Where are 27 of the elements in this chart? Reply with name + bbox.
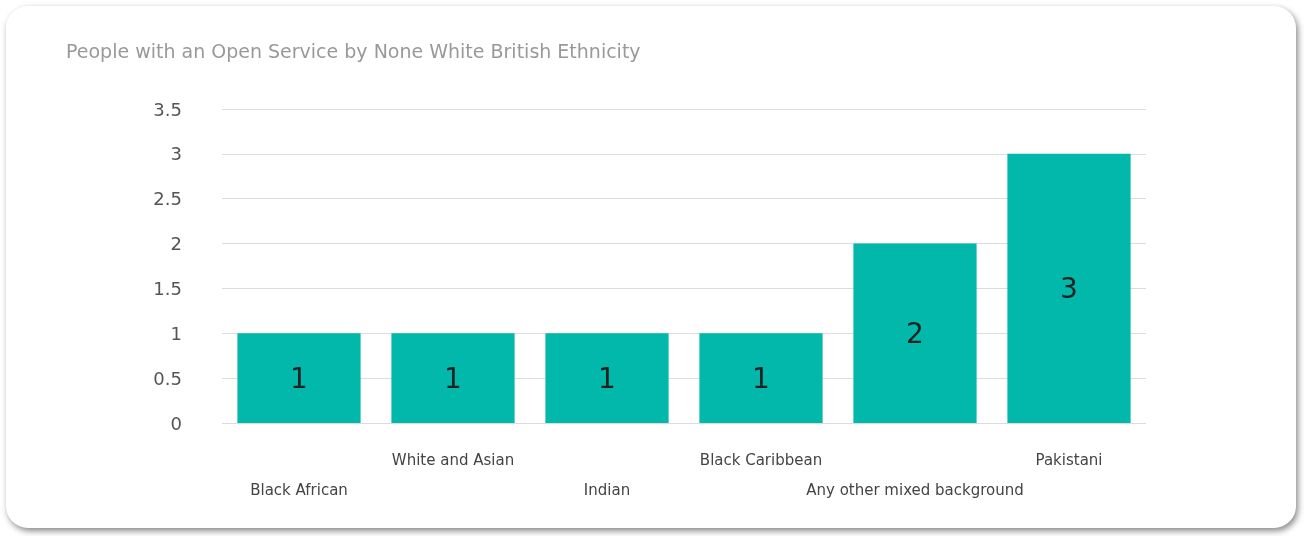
- data-label: 1: [444, 361, 462, 395]
- bar: [1007, 153, 1131, 423]
- y-tick-label: 3.5: [153, 98, 182, 120]
- y-tick-label: 3: [170, 143, 182, 165]
- data-label: 2: [906, 316, 924, 350]
- data-label: 1: [598, 361, 616, 395]
- y-tick-label: 1.5: [153, 277, 182, 299]
- bar: [853, 243, 977, 423]
- y-tick-label: 2.5: [153, 188, 182, 210]
- bar: [237, 333, 361, 423]
- x-tick-label: White and Asian: [391, 451, 515, 469]
- y-tick-label: 0: [170, 412, 182, 434]
- chart-title: People with an Open Service by None White British Ethnicity: [66, 39, 641, 62]
- y-tick-label: 1: [170, 322, 182, 344]
- x-tick-label: Any other mixed background: [806, 481, 1024, 499]
- x-tick-label: Black African: [250, 481, 348, 499]
- bar: [545, 333, 669, 423]
- y-tick-label: 0.5: [153, 367, 182, 389]
- bar: [699, 333, 823, 423]
- x-tick-label: Indian: [583, 481, 631, 499]
- data-label: 1: [752, 361, 770, 395]
- bar: [391, 333, 515, 423]
- y-tick-label: 2: [170, 233, 182, 255]
- x-tick-label: Black Caribbean: [699, 451, 823, 469]
- data-label: 3: [1060, 271, 1078, 305]
- x-tick-label: Pakistani: [1035, 451, 1103, 469]
- data-label: 1: [290, 361, 308, 395]
